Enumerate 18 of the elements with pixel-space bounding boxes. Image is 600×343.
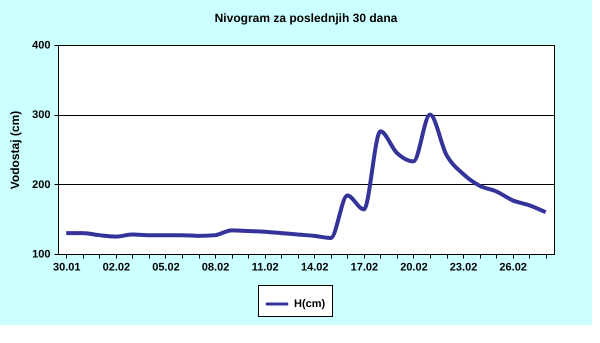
x-tick-label: 30.01 — [53, 262, 81, 274]
x-tick-label: 23.02 — [450, 262, 478, 274]
x-tick-label: 26.02 — [499, 262, 527, 274]
x-tick-label: 05.02 — [152, 262, 180, 274]
line-series — [64, 112, 548, 240]
y-tick-label: 100 — [32, 248, 50, 260]
y-tick-label: 200 — [32, 178, 50, 191]
x-tick-label: 14.02 — [301, 262, 329, 274]
legend-label: H(cm) — [294, 298, 326, 310]
y-axis-title: Vodostaj (cm) — [8, 110, 22, 190]
chart-title: Nivogram za poslednjih 30 dana — [214, 11, 398, 25]
x-tick-label: 02.02 — [102, 262, 130, 274]
x-tick-label: 17.02 — [350, 262, 378, 274]
x-tick-label: 11.02 — [252, 262, 279, 274]
x-tick-label: 20.02 — [400, 262, 428, 274]
x-tick-label: 08.02 — [202, 262, 230, 274]
y-tick-label: 300 — [32, 109, 50, 122]
y-tick-label: 400 — [32, 40, 50, 52]
